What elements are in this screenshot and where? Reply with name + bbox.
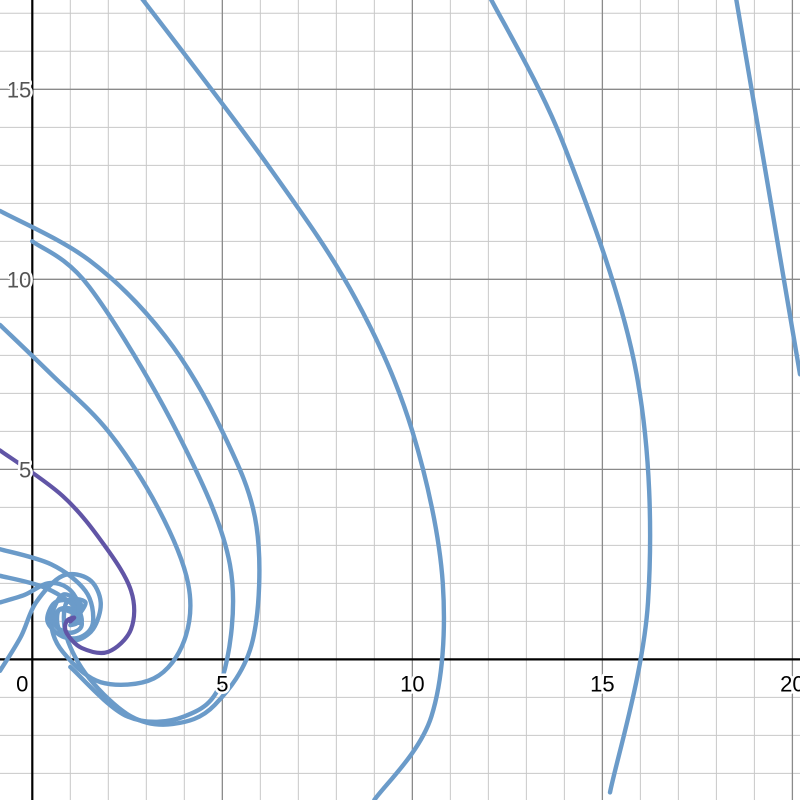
trajectory-curve-9 [0,580,82,628]
y-tick-label: 5 [19,457,31,482]
trajectory-curve-8 [0,571,103,673]
y-tick-label: 10 [7,267,31,292]
x-tick-label: 10 [400,671,424,696]
trajectory-curve-7 [0,573,85,635]
x-tick-label: 15 [590,671,614,696]
y-tick-label: 15 [7,77,31,102]
trajectory-curve-0 [488,0,653,795]
x-tick-label: 0 [16,671,28,696]
x-tick-label: 20 [780,671,800,696]
tick-labels: 0 5 10 15 20 5 10 15 [4,75,800,699]
trajectory-curve-4 [30,239,236,725]
x-tick-label: 5 [216,671,228,696]
trajectory-curve-3 [0,208,262,727]
trajectory-curve-2 [140,0,447,800]
trajectory-curve-1 [734,0,800,377]
highlighted-trajectory-10 [0,448,137,656]
